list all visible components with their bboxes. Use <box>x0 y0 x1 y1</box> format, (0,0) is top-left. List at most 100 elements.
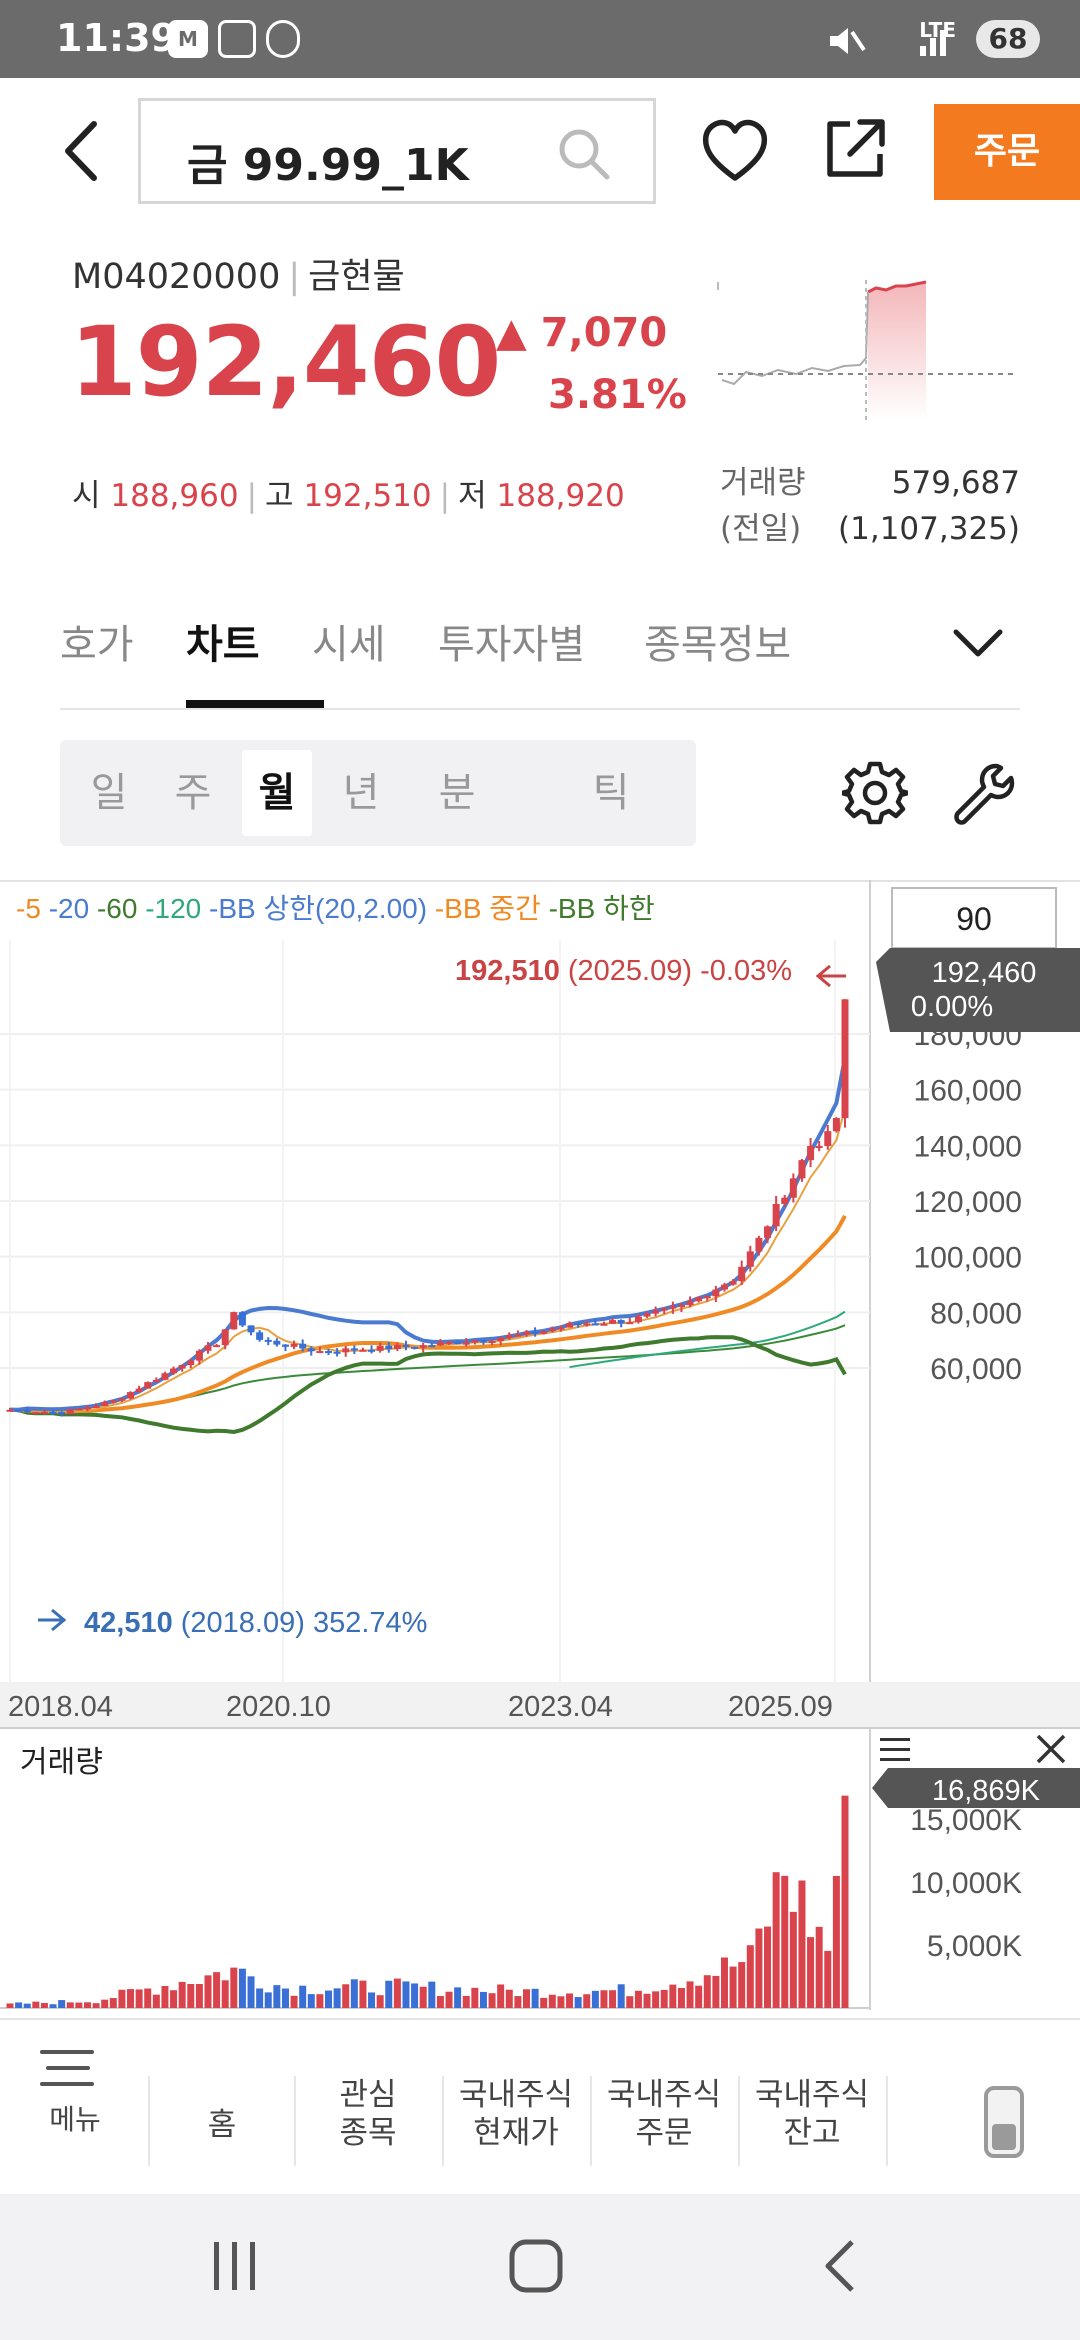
candle-body <box>385 1345 393 1350</box>
price-volume-chart[interactable]: -5 -20 -60 -120 -BB 상한(20,2.00) -BB 중간 -… <box>0 880 1080 2010</box>
volume-bar <box>789 1911 797 2008</box>
prev-volume-value: (1,107,325) <box>838 511 1020 547</box>
volume-panel-title: 거래량 <box>20 1746 103 1779</box>
candle-body <box>144 1382 152 1389</box>
period-tick[interactable]: 틱 <box>592 770 630 816</box>
share-button[interactable] <box>822 116 888 182</box>
volume-bar <box>695 1985 703 2008</box>
volume-bar <box>669 1984 677 2008</box>
recent-apps-icon[interactable] <box>210 2238 260 2294</box>
volume-bar <box>609 1990 617 2008</box>
period-month[interactable]: 월 <box>242 750 312 836</box>
candle-body <box>325 1351 333 1354</box>
candle-body <box>591 1323 599 1326</box>
menu-button[interactable]: 메뉴 <box>40 2050 110 2138</box>
candle-body <box>238 1312 246 1326</box>
low-value: 188,920 <box>496 478 625 514</box>
period-minute[interactable]: 분 <box>438 770 476 816</box>
volume-bar <box>385 1980 393 2008</box>
volume-tick-label: 5,000K <box>927 1930 1022 1963</box>
nav-divider <box>148 2076 150 2166</box>
price-tick-label: 160,000 <box>914 1075 1022 1108</box>
volume-bar <box>419 1986 427 2008</box>
volume-bar <box>152 1994 160 2008</box>
volume-bar <box>299 1985 307 2008</box>
chart-tools-wrench-icon[interactable] <box>952 760 1018 826</box>
time-axis-labels: 2018.04 2020.10 2023.04 2025.09 <box>8 1691 833 1723</box>
search-icon[interactable] <box>557 127 611 181</box>
tab-orderbook[interactable]: 호가 <box>60 622 134 668</box>
volume-bar <box>841 1795 849 2008</box>
candle-body <box>49 1411 57 1414</box>
search-input[interactable]: 금 99.99_1K <box>138 98 656 204</box>
legend-entry: -120 <box>145 893 209 924</box>
candle-body <box>247 1325 255 1333</box>
open-value: 188,960 <box>110 478 239 514</box>
candle-body <box>583 1323 591 1326</box>
candle-body <box>815 1146 823 1149</box>
nav-home[interactable]: 홈 <box>207 2107 237 2143</box>
chevron-down-icon[interactable] <box>952 622 1004 662</box>
period-week[interactable]: 주 <box>174 770 212 816</box>
candle-body <box>548 1329 556 1332</box>
nav-domestic-order[interactable]: 국내주식 주문 <box>606 2077 722 2151</box>
tab-stock-info[interactable]: 종목정보 <box>644 622 792 668</box>
period-day[interactable]: 일 <box>90 770 128 816</box>
chart-settings-gear-icon[interactable] <box>842 760 908 826</box>
volume-bar <box>832 1875 840 2008</box>
volume-bar <box>798 1880 806 2008</box>
candle-body <box>764 1226 772 1238</box>
volume-bar <box>32 2001 40 2008</box>
candle-body <box>824 1131 832 1147</box>
candle-body <box>368 1349 376 1352</box>
home-icon[interactable] <box>508 2238 564 2294</box>
favorite-heart-button[interactable] <box>700 116 770 186</box>
candle-body <box>807 1146 815 1161</box>
nav-watchlist[interactable]: 관심 종목 <box>339 2077 397 2151</box>
nav-domestic-balance[interactable]: 국내주식 잔고 <box>754 2077 870 2151</box>
system-back-icon[interactable] <box>820 2238 860 2294</box>
volume-bar <box>514 1996 522 2008</box>
volume-bar <box>187 1984 195 2008</box>
volume-panel-close-icon[interactable] <box>1036 1734 1066 1764</box>
nav-divider <box>738 2076 740 2166</box>
back-button[interactable] <box>56 118 106 184</box>
candle-body <box>436 1342 444 1346</box>
high-label: 고 <box>265 478 294 514</box>
volume-bar <box>600 1990 608 2008</box>
volume-bar <box>772 1872 780 2008</box>
period-count-value: 90 <box>956 901 992 937</box>
candlesticks <box>6 999 849 1417</box>
period-year[interactable]: 년 <box>342 770 380 816</box>
time-axis-band <box>0 1682 1080 1728</box>
candle-body <box>109 1400 117 1403</box>
volume-bar <box>204 1975 212 2008</box>
volume-bar <box>522 1989 530 2008</box>
nav-divider <box>442 2076 444 2166</box>
candle-body <box>178 1365 186 1369</box>
volume-bar <box>75 2002 83 2008</box>
candle-body <box>686 1301 694 1306</box>
volume-bar <box>135 1989 143 2008</box>
price-tick-label: 60,000 <box>930 1353 1022 1386</box>
period-count-input[interactable] <box>891 887 1057 949</box>
candle-body <box>152 1379 160 1383</box>
volume-bar <box>781 1875 789 2008</box>
volume-bar <box>824 1950 832 2008</box>
nav-domestic-quote[interactable]: 국내주식 현재가 <box>458 2077 574 2151</box>
indicator-legend[interactable]: -5 -20 -60 -120 -BB 상한(20,2.00) -BB 중간 -… <box>16 893 655 924</box>
phone-mode-icon[interactable] <box>984 2086 1024 2158</box>
tab-chart[interactable]: 차트 <box>186 622 260 668</box>
candle-body <box>75 1408 83 1411</box>
candle-body <box>402 1344 410 1347</box>
volume-panel-menu-icon[interactable] <box>880 1738 910 1761</box>
volume-bar <box>479 1991 487 2008</box>
prev-volume-label: (전일) <box>720 511 802 547</box>
bottom-navigation: 메뉴 홈 관심 종목 국내주식 현재가 국내주식 주문 국내주식 잔고 <box>0 2018 1080 2194</box>
tab-investors[interactable]: 투자자별 <box>438 622 586 668</box>
volume-bar <box>686 1981 694 2008</box>
tab-quotes[interactable]: 시세 <box>312 622 386 668</box>
volume-bar <box>256 1988 264 2008</box>
volume-bar <box>531 1988 539 2008</box>
order-button[interactable]: 주문 <box>934 104 1080 200</box>
